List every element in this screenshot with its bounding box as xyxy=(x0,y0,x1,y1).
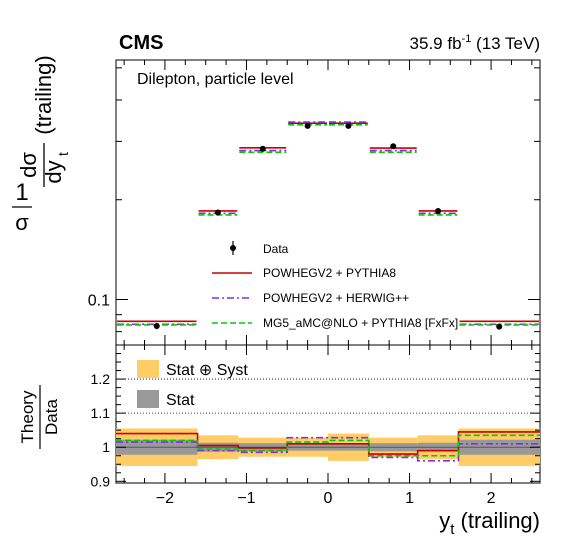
xtick-label-4: 2 xyxy=(487,490,496,507)
xtick-label-3: 1 xyxy=(405,490,414,507)
ylabel-dy: dy xyxy=(41,160,66,183)
upper-y-axis-label: 1 σ dσ dy t (trailing) xyxy=(12,55,71,235)
ylabel-dy-sub: t xyxy=(55,152,71,156)
data-point-7 xyxy=(496,323,503,330)
data-point-5 xyxy=(390,143,397,150)
xtick-label-0: −2 xyxy=(156,490,174,507)
lumi-exponent: -1 xyxy=(462,33,472,45)
ratio-y-denominator: Data xyxy=(42,399,61,435)
dilepton-annotation: Dilepton, particle level xyxy=(137,71,294,88)
legend-series-label-1: POWHEGV2 + HERWIG++ xyxy=(263,291,409,305)
ylabel-one: 1 xyxy=(15,179,28,206)
legend-data-marker xyxy=(230,245,236,251)
ratio-legend-swatch-0 xyxy=(137,360,159,378)
ratio-legend-label-0: Stat ⊕ Syst xyxy=(166,362,248,379)
energy-label: (13 TeV) xyxy=(471,34,540,53)
data-point-1 xyxy=(214,209,221,216)
lumi-label: 35.9 fb-1 (13 TeV) xyxy=(410,33,540,53)
ratio-ytick-label-2: 1.1 xyxy=(91,405,111,421)
ylabel-trailing-text: (trailing) xyxy=(31,55,56,134)
data-point-4 xyxy=(345,122,352,129)
ratio-ytick-label-3: 1.2 xyxy=(91,371,111,387)
ratio-series-1 xyxy=(116,436,540,462)
data-point-2 xyxy=(259,145,266,152)
legend-series-label-2: MG5_aMC@NLO + PYTHIA8 [FxFx] xyxy=(263,316,458,330)
ratio-series-0 xyxy=(116,431,540,455)
legend-series-label-0: POWHEGV2 + PYTHIA8 xyxy=(263,266,396,280)
ratio-y-numerator: Theory xyxy=(18,390,37,443)
ratio-y-axis-title: Theory Data xyxy=(18,385,61,449)
xtick-label-2: 0 xyxy=(324,490,333,507)
data-point-3 xyxy=(304,122,311,129)
x-axis-title: yt (trailing) xyxy=(439,508,540,538)
lumi-value: 35.9 fb xyxy=(410,34,462,53)
ratio-series-2 xyxy=(116,434,540,457)
ratio-ytick-label-0: 0.9 xyxy=(91,473,111,489)
data-point-0 xyxy=(153,322,160,329)
upper-ytick-label-0: 0.1 xyxy=(88,293,110,310)
ylabel-sigma: σ xyxy=(15,210,29,235)
ratio-legend-label-1: Stat xyxy=(166,392,195,409)
ratio-legend-swatch-1 xyxy=(137,390,159,408)
xtick-label-1: −1 xyxy=(237,490,255,507)
data-point-6 xyxy=(435,207,442,214)
experiment-label: CMS xyxy=(119,32,163,54)
legend-data-label: Data xyxy=(263,242,289,256)
ylabel-dsigma: dσ xyxy=(16,152,41,178)
ratio-ytick-label-1: 1 xyxy=(102,439,110,455)
